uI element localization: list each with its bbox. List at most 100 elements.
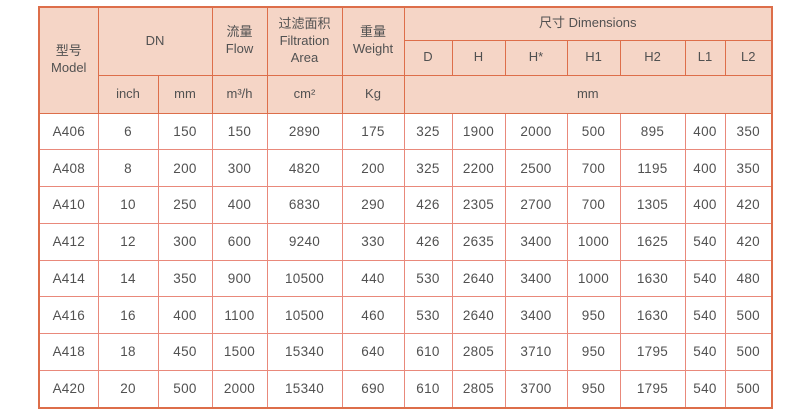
value-cell: 350 <box>724 112 773 151</box>
value-cell: 150 <box>211 112 268 151</box>
value-cell: 500 <box>724 333 773 371</box>
value-cell: 895 <box>619 112 686 151</box>
value-cell: 540 <box>684 333 726 371</box>
spec-table-container: 型号 Model DN 流量 Flow 过滤面积 Filtration Area… <box>38 6 774 409</box>
value-cell: 500 <box>157 369 213 409</box>
header-dim-h2: H2 <box>619 39 686 76</box>
value-cell: 290 <box>341 186 405 224</box>
header-dim-h: H <box>451 39 506 76</box>
value-cell: 10500 <box>266 296 343 334</box>
value-cell: 500 <box>724 296 773 334</box>
value-cell: 3400 <box>504 222 568 261</box>
header-dim-h-star: H* <box>504 39 568 76</box>
value-cell: 450 <box>157 333 213 371</box>
value-cell: 610 <box>403 333 453 371</box>
value-cell: 1195 <box>619 149 686 187</box>
model-cell: A418 <box>38 333 99 371</box>
table-row: A408 8 200 300 4820 200 325 2200 2500 700 1195 400 3… <box>38 149 773 187</box>
value-cell: 10 <box>97 186 159 224</box>
value-cell: 325 <box>403 112 453 151</box>
value-cell: 15340 <box>266 369 343 409</box>
value-cell: 530 <box>403 296 453 334</box>
value-cell: 1630 <box>619 259 686 298</box>
header-model: 型号 Model <box>38 6 99 114</box>
value-cell: 400 <box>684 149 726 187</box>
value-cell: 500 <box>724 369 773 409</box>
value-cell: 640 <box>341 333 405 371</box>
table-row: A416 16 400 1100 10500 460 530 2640 3400 950 1630 5… <box>38 296 773 334</box>
value-cell: 2890 <box>266 112 343 151</box>
table-row: A420 20 500 2000 15340 690 610 2805 3700 950 1795 5… <box>38 369 773 409</box>
value-cell: 18 <box>97 333 159 371</box>
value-cell: 9240 <box>266 222 343 261</box>
value-cell: 2640 <box>451 296 506 334</box>
table-header: 型号 Model DN 流量 Flow 过滤面积 Filtration Area… <box>38 6 773 114</box>
value-cell: 700 <box>566 149 621 187</box>
table-row: A412 12 300 600 9240 330 426 2635 3400 1000 1625 54… <box>38 222 773 261</box>
model-cell: A414 <box>38 259 99 298</box>
header-row-1: 型号 Model DN 流量 Flow 过滤面积 Filtration Area… <box>38 6 773 114</box>
value-cell: 15340 <box>266 333 343 371</box>
value-cell: 426 <box>403 222 453 261</box>
value-cell: 400 <box>684 112 726 151</box>
value-cell: 950 <box>566 369 621 409</box>
unit-dn-inch: inch <box>97 74 159 114</box>
header-dim-l1: L1 <box>684 39 726 76</box>
value-cell: 3400 <box>504 259 568 298</box>
value-cell: 2305 <box>451 186 506 224</box>
value-cell: 400 <box>684 186 726 224</box>
value-cell: 1795 <box>619 369 686 409</box>
value-cell: 2805 <box>451 369 506 409</box>
value-cell: 350 <box>724 149 773 187</box>
value-cell: 325 <box>403 149 453 187</box>
header-dn: DN <box>97 6 213 76</box>
model-cell: A416 <box>38 296 99 334</box>
value-cell: 175 <box>341 112 405 151</box>
value-cell: 950 <box>566 296 621 334</box>
table-body: A406 6 150 150 2890 175 325 1900 2000 500 895 400 35… <box>38 112 773 409</box>
value-cell: 1100 <box>211 296 268 334</box>
value-cell: 600 <box>211 222 268 261</box>
value-cell: 1500 <box>211 333 268 371</box>
value-cell: 426 <box>403 186 453 224</box>
header-dim-d: D <box>403 39 453 76</box>
model-specifications-table: 型号 Model DN 流量 Flow 过滤面积 Filtration Area… <box>38 6 774 409</box>
value-cell: 14 <box>97 259 159 298</box>
unit-flow: m³/h <box>211 74 268 114</box>
value-cell: 10500 <box>266 259 343 298</box>
value-cell: 950 <box>566 333 621 371</box>
unit-filtration-area: cm² <box>266 74 343 114</box>
header-row-3-units: inch mm m³/h cm² Kg mm <box>39 74 773 114</box>
value-cell: 420 <box>724 186 773 224</box>
value-cell: 610 <box>403 369 453 409</box>
value-cell: 900 <box>211 259 268 298</box>
value-cell: 530 <box>403 259 453 298</box>
model-cell: A412 <box>38 222 99 261</box>
value-cell: 6830 <box>266 186 343 224</box>
value-cell: 16 <box>97 296 159 334</box>
value-cell: 500 <box>566 112 621 151</box>
value-cell: 150 <box>157 112 213 151</box>
value-cell: 3710 <box>504 333 568 371</box>
table-row: A414 14 350 900 10500 440 530 2640 3400 1000 1630 5… <box>38 259 773 298</box>
model-cell: A406 <box>38 112 99 151</box>
value-cell: 1305 <box>619 186 686 224</box>
value-cell: 540 <box>684 259 726 298</box>
unit-dn-mm: mm <box>157 74 213 114</box>
model-cell: A410 <box>38 186 99 224</box>
value-cell: 400 <box>157 296 213 334</box>
table-row: A418 18 450 1500 15340 640 610 2805 3710 950 1795 5… <box>38 333 773 371</box>
value-cell: 3700 <box>504 369 568 409</box>
value-cell: 690 <box>341 369 405 409</box>
value-cell: 540 <box>684 222 726 261</box>
value-cell: 2000 <box>211 369 268 409</box>
value-cell: 480 <box>724 259 773 298</box>
header-flow: 流量 Flow <box>211 6 268 76</box>
unit-dimensions: mm <box>403 74 773 114</box>
table-row: A406 6 150 150 2890 175 325 1900 2000 500 895 400 35… <box>38 112 773 151</box>
value-cell: 400 <box>211 186 268 224</box>
value-cell: 200 <box>341 149 405 187</box>
value-cell: 300 <box>211 149 268 187</box>
value-cell: 330 <box>341 222 405 261</box>
value-cell: 12 <box>97 222 159 261</box>
